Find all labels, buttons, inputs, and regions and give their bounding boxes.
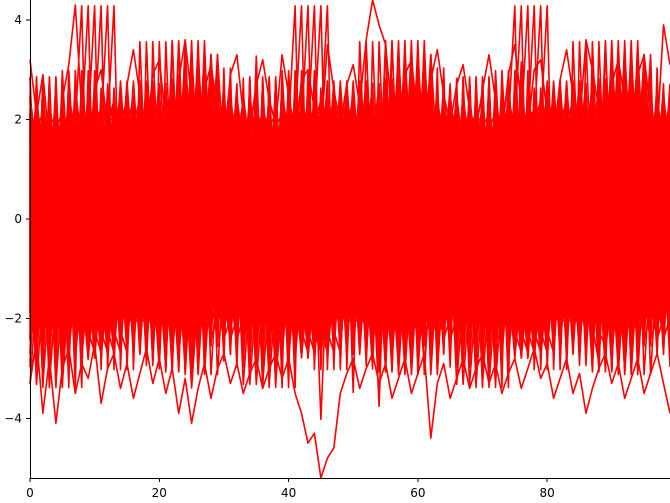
y-tick-label: 0: [14, 212, 22, 226]
series-line-984: [29, 40, 670, 346]
series-line-997: [29, 83, 670, 356]
plot-area: [29, 0, 670, 479]
axes: [30, 0, 670, 479]
series-line-992: [29, 97, 670, 371]
y-tick-label: −2: [4, 312, 22, 326]
series-line-990: [29, 106, 670, 373]
y-tick-label: −4: [4, 411, 22, 425]
axis-ticks: 0 20 40 60 80 −4 −2 0 2 4: [4, 13, 555, 500]
y-tick-label: 2: [14, 113, 22, 127]
x-tick-label: 40: [281, 486, 296, 500]
series-line-995: [29, 114, 670, 376]
x-tick-label: 20: [152, 486, 167, 500]
x-tick-label: 0: [26, 486, 34, 500]
series-line-996: [29, 100, 670, 363]
series-line-989: [29, 109, 670, 318]
series-line-991: [29, 89, 670, 316]
x-tick-label: 80: [540, 486, 555, 500]
y-tick-label: 4: [14, 13, 22, 27]
series-line-998: [29, 0, 670, 181]
series-line-999: [29, 337, 670, 479]
x-tick-label: 60: [410, 486, 425, 500]
